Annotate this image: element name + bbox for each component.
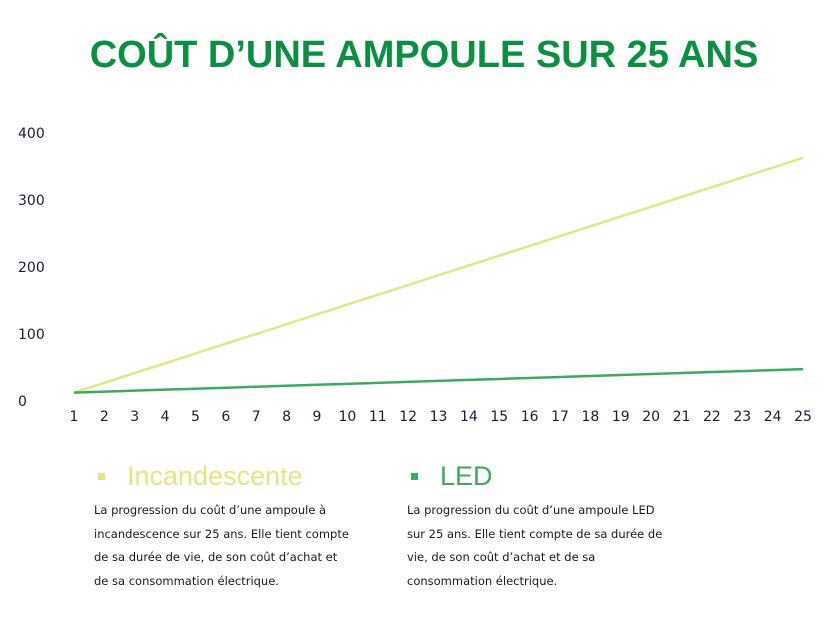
x-tick-label: 24	[764, 409, 782, 425]
x-tick-label: 13	[430, 409, 448, 425]
x-tick-label: 9	[313, 409, 322, 425]
x-tick-label: 2	[100, 409, 109, 425]
chart-title: COÛT D’UNE AMPOULE SUR 25 ANS	[90, 31, 759, 76]
x-tick-label: 6	[221, 409, 230, 425]
x-tick-label: 18	[581, 409, 599, 425]
y-tick-label: 0	[18, 394, 27, 410]
x-tick-label: 1	[70, 409, 79, 425]
x-tick-label: 14	[460, 409, 478, 425]
x-tick-label: 4	[161, 409, 170, 425]
legend-description: La progression du coût d’une ampoule à i…	[94, 503, 349, 588]
legend-text: Incandescente	[127, 460, 303, 491]
legend-swatch	[98, 472, 105, 480]
legend-swatch	[411, 472, 418, 480]
x-tick-label: 15	[490, 409, 508, 425]
x-tick-label: 7	[252, 409, 261, 425]
legend-description: La progression du coût d’une ampoule LED…	[407, 503, 663, 588]
x-tick-label: 25	[794, 409, 812, 425]
x-tick-label: 22	[703, 409, 721, 425]
legend-label: Incandescente	[94, 459, 354, 493]
y-tick-label: 100	[18, 327, 45, 343]
x-tick-label: 16	[521, 409, 539, 425]
x-tick-label: 23	[733, 409, 751, 425]
x-tick-label: 8	[282, 409, 291, 425]
x-tick-label: 12	[399, 409, 417, 425]
x-tick-label: 10	[338, 409, 356, 425]
legend-entry: Incandescente La progression du coût d’un…	[94, 459, 354, 593]
x-tick-label: 21	[673, 409, 691, 425]
series-line	[73, 156, 804, 394]
x-tick-label: 11	[369, 409, 387, 425]
x-tick-label: 5	[191, 409, 200, 425]
series-line	[73, 367, 804, 394]
x-tick-label: 19	[612, 409, 630, 425]
y-tick-label: 200	[18, 260, 45, 276]
chart: COÛT D’UNE AMPOULE SUR 25 ANS 0 100 200 300…	[18, 31, 812, 425]
y-tick-label: 400	[18, 126, 45, 142]
x-tick-label: 3	[130, 409, 139, 425]
x-tick-label: 20	[642, 409, 660, 425]
legend-text: LED	[440, 460, 493, 491]
legend-label: LED	[407, 459, 667, 493]
y-tick-label: 300	[18, 193, 45, 209]
legend-entry: LED La progression du coût d’une ampoule …	[407, 459, 667, 593]
x-tick-label: 17	[551, 409, 569, 425]
